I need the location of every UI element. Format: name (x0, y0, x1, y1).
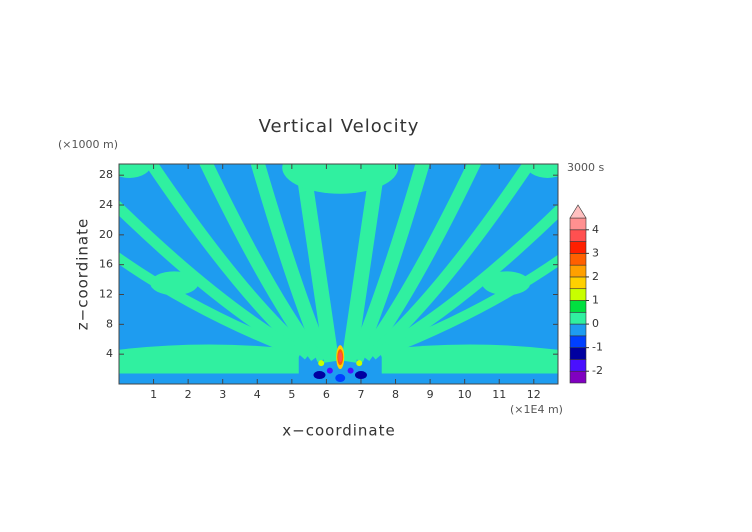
contour-region (119, 344, 299, 374)
contour-field (119, 164, 558, 384)
x-tick-label: 6 (323, 388, 330, 401)
x-tick-label: 10 (458, 388, 472, 401)
y-unit: (×1000 m) (58, 138, 118, 151)
contour-region (482, 271, 531, 296)
colorbar-tick-label: -2 (592, 364, 603, 377)
colorbar-box (569, 370, 587, 384)
y-axis-label: z−coordinate (74, 218, 92, 330)
y-tick-label: 28 (99, 168, 113, 181)
contour-region (145, 164, 313, 360)
contour-region (326, 367, 333, 374)
colorbar-box (569, 359, 587, 372)
contour-region (335, 374, 346, 383)
contour-region (150, 271, 199, 296)
colorbar-box (569, 288, 587, 301)
contour-region (341, 164, 386, 363)
x-tick-label: 9 (427, 388, 434, 401)
contour-region (385, 254, 558, 356)
x-tick-label: 1 (150, 388, 157, 401)
contour-region (354, 371, 367, 380)
y-tick-label: 4 (106, 347, 113, 360)
colorbar-tick-label: 3 (592, 246, 599, 259)
colorbar-box (569, 253, 587, 266)
contour-region (338, 352, 343, 363)
y-tick-label: 24 (99, 198, 113, 211)
contour-region (250, 164, 331, 363)
contour-region (313, 371, 326, 380)
x-tick-label: 11 (492, 388, 506, 401)
colorbar-box (569, 311, 587, 325)
x-tick-label: 3 (219, 388, 226, 401)
contour-region (347, 367, 354, 374)
contour-region (318, 360, 325, 367)
colorbar-box (569, 347, 587, 360)
colorbar-tick-label: -1 (592, 341, 603, 354)
x-tick-label: 4 (254, 388, 261, 401)
time-label: 3000 s (567, 161, 604, 174)
colorbar-tick-label: 2 (592, 270, 599, 283)
contour-region (294, 164, 340, 363)
colorbar-tick-label: 4 (592, 223, 599, 236)
colorbar-box (569, 335, 587, 348)
contour-region (119, 252, 296, 356)
colorbar-box (569, 229, 587, 242)
contour-region (119, 164, 152, 178)
y-tick-label: 12 (99, 288, 113, 301)
colorbar-box (569, 276, 587, 290)
plot-frame (118, 163, 559, 385)
contour-region (358, 164, 481, 362)
y-tick-label: 16 (99, 258, 113, 271)
contour-region (367, 164, 536, 360)
colorbar-tick-label: 0 (592, 317, 599, 330)
colorbar-box (569, 264, 587, 278)
x-tick-label: 8 (392, 388, 399, 401)
x-tick-label: 5 (288, 388, 295, 401)
colorbar-box (569, 241, 587, 254)
contour-region (356, 360, 363, 367)
y-tick-label: 8 (106, 317, 113, 330)
colorbar-over (569, 204, 587, 219)
y-tick-label: 20 (99, 228, 113, 241)
x-tick-label: 2 (185, 388, 192, 401)
colorbar-tick-label: 1 (592, 294, 599, 307)
contour-region (199, 164, 322, 362)
contour-region (381, 344, 558, 374)
colorbar-box (569, 323, 587, 337)
x-unit: (×1E4 m) (510, 403, 563, 416)
contour-region (350, 164, 430, 363)
colorbar-box (569, 217, 587, 231)
x-axis-label: x−coordinate (282, 422, 395, 440)
x-tick-label: 12 (527, 388, 541, 401)
chart-title: Vertical Velocity (259, 116, 420, 137)
contour-region (282, 164, 399, 194)
x-tick-label: 7 (357, 388, 364, 401)
colorbar-box (569, 300, 587, 313)
